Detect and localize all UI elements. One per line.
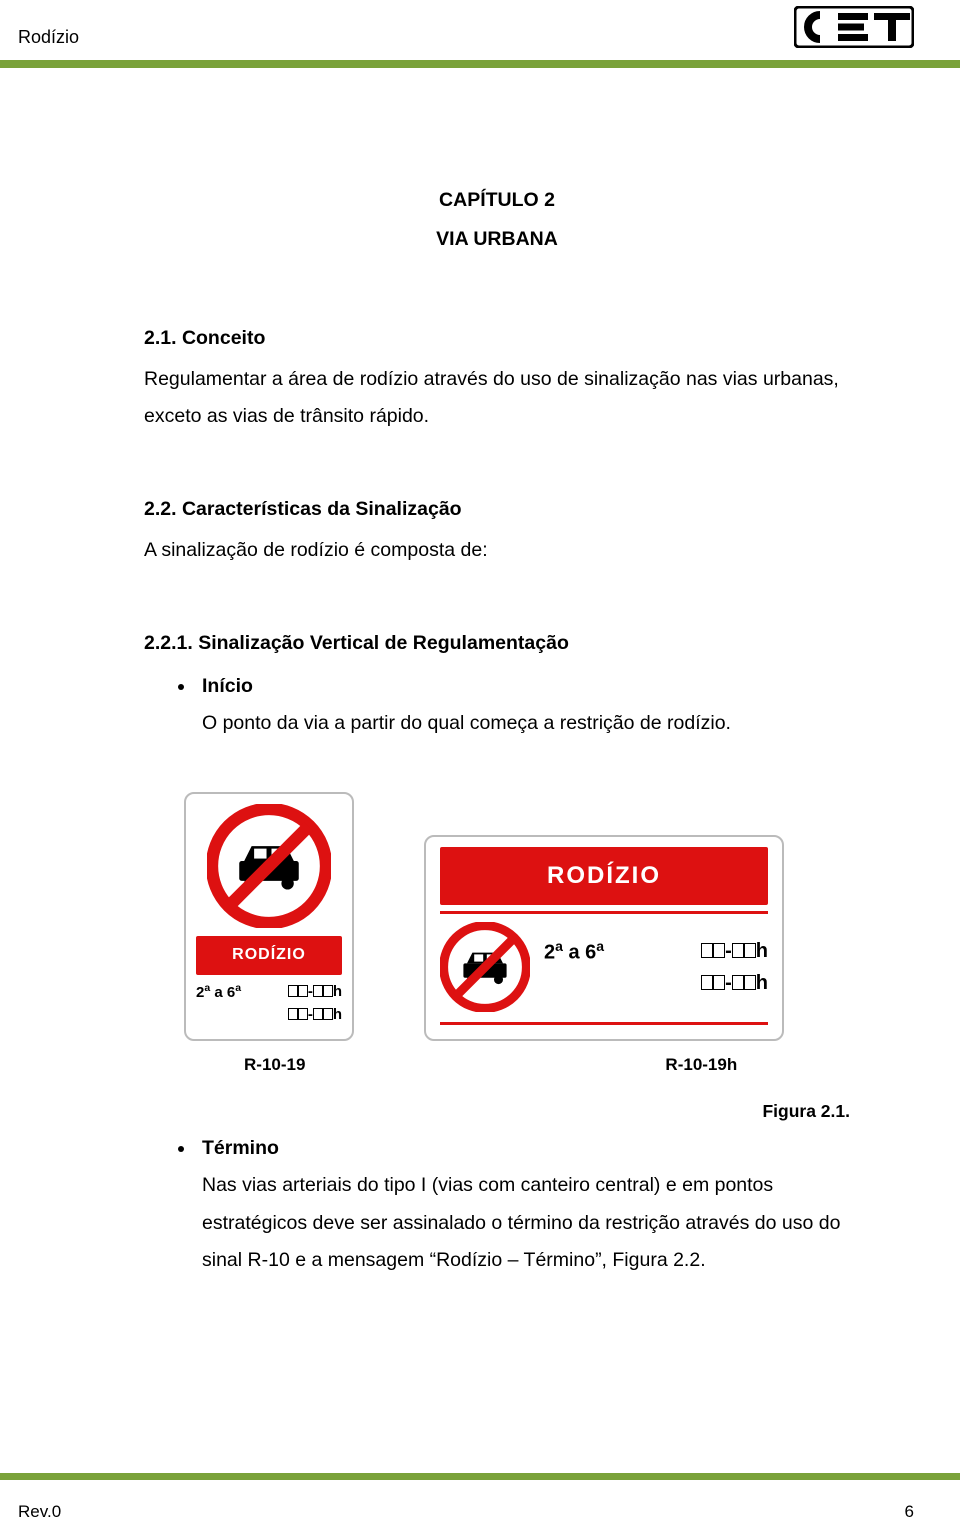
prohibition-car-icon: [207, 804, 331, 928]
sign-b-times: 2a a 6a -h -h: [544, 936, 768, 998]
hours-2: -h: [196, 1004, 342, 1027]
section-2-2-title: 2.2. Características da Sinalização: [144, 491, 850, 528]
sign-r-10-19h: RODÍZIO 2a a 6: [424, 835, 784, 1041]
list-item: Início O ponto da via a partir do qual c…: [196, 668, 850, 742]
header-rule: [0, 60, 960, 68]
footer-rev: Rev.0: [18, 1502, 61, 1522]
days-text: 2a a 6a: [196, 981, 241, 1005]
red-rule: [440, 911, 768, 914]
prohibition-car-icon: [440, 922, 530, 1012]
sign-labels: R-10-19 R-10-19h: [184, 1049, 850, 1081]
bullet-termino-text: Nas vias arteriais do tipo I (vias com c…: [202, 1167, 850, 1278]
section-2-1-para: Regulamentar a área de rodízio através d…: [144, 361, 850, 435]
section-2-1-title: 2.1. Conceito: [144, 320, 850, 357]
sign-b-label: R-10-19h: [665, 1049, 737, 1081]
red-rule: [440, 1022, 768, 1025]
footer-page: 6: [905, 1502, 914, 1522]
hours-1: -h: [288, 981, 342, 1005]
figure-caption: Figura 2.1.: [144, 1095, 850, 1128]
sign-a-label: R-10-19: [244, 1049, 305, 1081]
signs-row: RODÍZIO 2a a 6a -h -h RODÍZIO: [184, 792, 850, 1040]
hours-1: -h: [701, 936, 768, 968]
header-title: Rodízio: [18, 27, 79, 48]
sign-a-times: 2a a 6a -h -h: [196, 981, 342, 1027]
bullet-list-2: Término Nas vias arteriais do tipo I (vi…: [144, 1130, 850, 1278]
sign-r-10-19: RODÍZIO 2a a 6a -h -h: [184, 792, 354, 1040]
section-2-2-para: A sinalização de rodízio é composta de:: [144, 532, 850, 569]
cet-logo: [794, 6, 914, 53]
page-header: Rodízio: [0, 0, 960, 60]
bullet-list: Início O ponto da via a partir do qual c…: [144, 668, 850, 742]
page-footer: Rev.0 6: [18, 1502, 914, 1522]
section-2-2-1-title: 2.2.1. Sinalização Vertical de Regulamen…: [144, 625, 850, 662]
bullet-inicio-head: Início: [202, 668, 850, 705]
bullet-inicio-text: O ponto da via a partir do qual começa a…: [202, 705, 850, 742]
hours-2: -h: [701, 968, 768, 998]
chapter-title: VIA URBANA: [144, 221, 850, 258]
rodizio-bar: RODÍZIO: [440, 847, 768, 905]
bullet-termino-head: Término: [202, 1130, 850, 1167]
footer-rule: [0, 1473, 960, 1480]
chapter-number: CAPÍTULO 2: [144, 182, 850, 219]
rodizio-bar: RODÍZIO: [196, 936, 342, 974]
days-text: 2a a 6a: [544, 936, 604, 968]
page-content: CAPÍTULO 2 VIA URBANA 2.1. Conceito Regu…: [0, 68, 960, 1279]
list-item: Término Nas vias arteriais do tipo I (vi…: [196, 1130, 850, 1278]
